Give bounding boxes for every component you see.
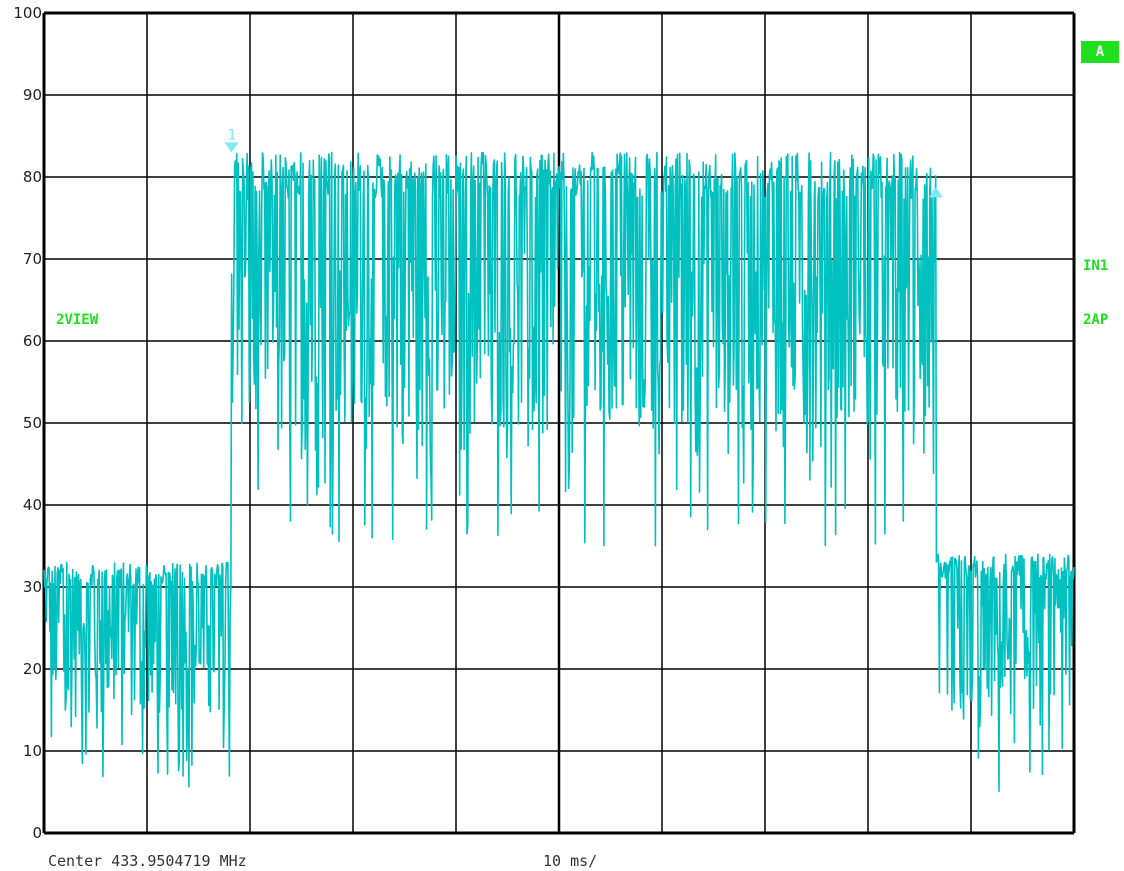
input-label: IN1	[1083, 258, 1108, 274]
y-tick-label: 60	[23, 332, 42, 350]
y-tick-label: 30	[23, 578, 42, 596]
center-frequency-label: Center 433.9504719 MHz	[48, 852, 247, 870]
detector-label: 2AP	[1083, 312, 1108, 328]
y-tick-label: 90	[23, 86, 42, 104]
y-tick-label: 100	[13, 4, 42, 22]
y-tick-label: 50	[23, 414, 42, 432]
marker-1-icon	[224, 142, 238, 152]
trace-a-badge: A	[1081, 41, 1119, 63]
y-tick-label: 0	[32, 824, 42, 842]
y-tick-label: 70	[23, 250, 42, 268]
marker-1-label: 1	[227, 127, 236, 143]
sweep-time-label: 10 ms/	[543, 852, 597, 870]
y-tick-label: 20	[23, 660, 42, 678]
view-label: 2VIEW	[56, 312, 98, 328]
y-tick-label: 10	[23, 742, 42, 760]
y-tick-label: 80	[23, 168, 42, 186]
y-tick-label: 40	[23, 496, 42, 514]
grid	[44, 13, 1074, 833]
